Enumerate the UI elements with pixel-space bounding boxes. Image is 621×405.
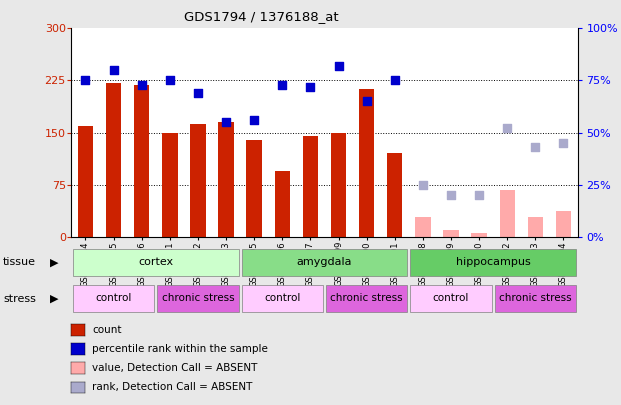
Bar bbox=[219, 122, 233, 237]
Point bbox=[558, 140, 568, 146]
Point bbox=[390, 77, 400, 84]
Bar bbox=[471, 233, 487, 237]
Point bbox=[81, 77, 91, 84]
Text: rank, Detection Call = ABSENT: rank, Detection Call = ABSENT bbox=[92, 382, 252, 392]
Bar bbox=[78, 126, 93, 237]
Bar bbox=[410, 249, 576, 276]
Text: hippocampus: hippocampus bbox=[456, 257, 530, 266]
Bar bbox=[302, 136, 318, 237]
Text: GDS1794 / 1376188_at: GDS1794 / 1376188_at bbox=[184, 10, 338, 23]
Point bbox=[306, 83, 315, 90]
Bar bbox=[359, 89, 374, 237]
Text: control: control bbox=[96, 293, 132, 303]
Point bbox=[361, 98, 371, 104]
Bar bbox=[326, 285, 407, 312]
Bar bbox=[499, 190, 515, 237]
Bar bbox=[242, 285, 323, 312]
Bar bbox=[556, 211, 571, 237]
Text: amygdala: amygdala bbox=[297, 257, 352, 266]
Bar bbox=[247, 140, 262, 237]
Text: count: count bbox=[92, 325, 122, 335]
Point bbox=[193, 90, 203, 96]
Bar bbox=[387, 153, 402, 237]
Point bbox=[249, 117, 259, 124]
Point bbox=[530, 144, 540, 151]
Bar bbox=[410, 285, 492, 312]
Text: chronic stress: chronic stress bbox=[499, 293, 572, 303]
Point bbox=[109, 67, 119, 73]
Bar bbox=[331, 132, 347, 237]
Bar bbox=[242, 249, 407, 276]
Text: tissue: tissue bbox=[3, 257, 36, 267]
Text: control: control bbox=[264, 293, 301, 303]
Point bbox=[137, 81, 147, 88]
Text: percentile rank within the sample: percentile rank within the sample bbox=[92, 344, 268, 354]
Point bbox=[165, 77, 175, 84]
Point bbox=[278, 81, 288, 88]
Bar bbox=[274, 171, 290, 237]
Point bbox=[502, 125, 512, 132]
Text: chronic stress: chronic stress bbox=[330, 293, 403, 303]
Point bbox=[474, 192, 484, 198]
Bar bbox=[73, 285, 155, 312]
Point bbox=[333, 63, 343, 69]
Point bbox=[446, 192, 456, 198]
Bar bbox=[415, 217, 430, 237]
Bar bbox=[134, 85, 150, 237]
Bar bbox=[106, 83, 121, 237]
Text: cortex: cortex bbox=[138, 257, 173, 266]
Bar bbox=[73, 249, 238, 276]
Text: ▶: ▶ bbox=[50, 257, 59, 267]
Bar bbox=[157, 285, 238, 312]
Bar bbox=[528, 217, 543, 237]
Text: chronic stress: chronic stress bbox=[161, 293, 234, 303]
Bar bbox=[162, 132, 178, 237]
Bar bbox=[443, 230, 459, 237]
Bar bbox=[190, 124, 206, 237]
Point bbox=[418, 181, 428, 188]
Text: ▶: ▶ bbox=[50, 294, 59, 304]
Point bbox=[221, 119, 231, 126]
Text: control: control bbox=[433, 293, 469, 303]
Text: stress: stress bbox=[3, 294, 36, 304]
Text: value, Detection Call = ABSENT: value, Detection Call = ABSENT bbox=[92, 363, 257, 373]
Bar bbox=[494, 285, 576, 312]
